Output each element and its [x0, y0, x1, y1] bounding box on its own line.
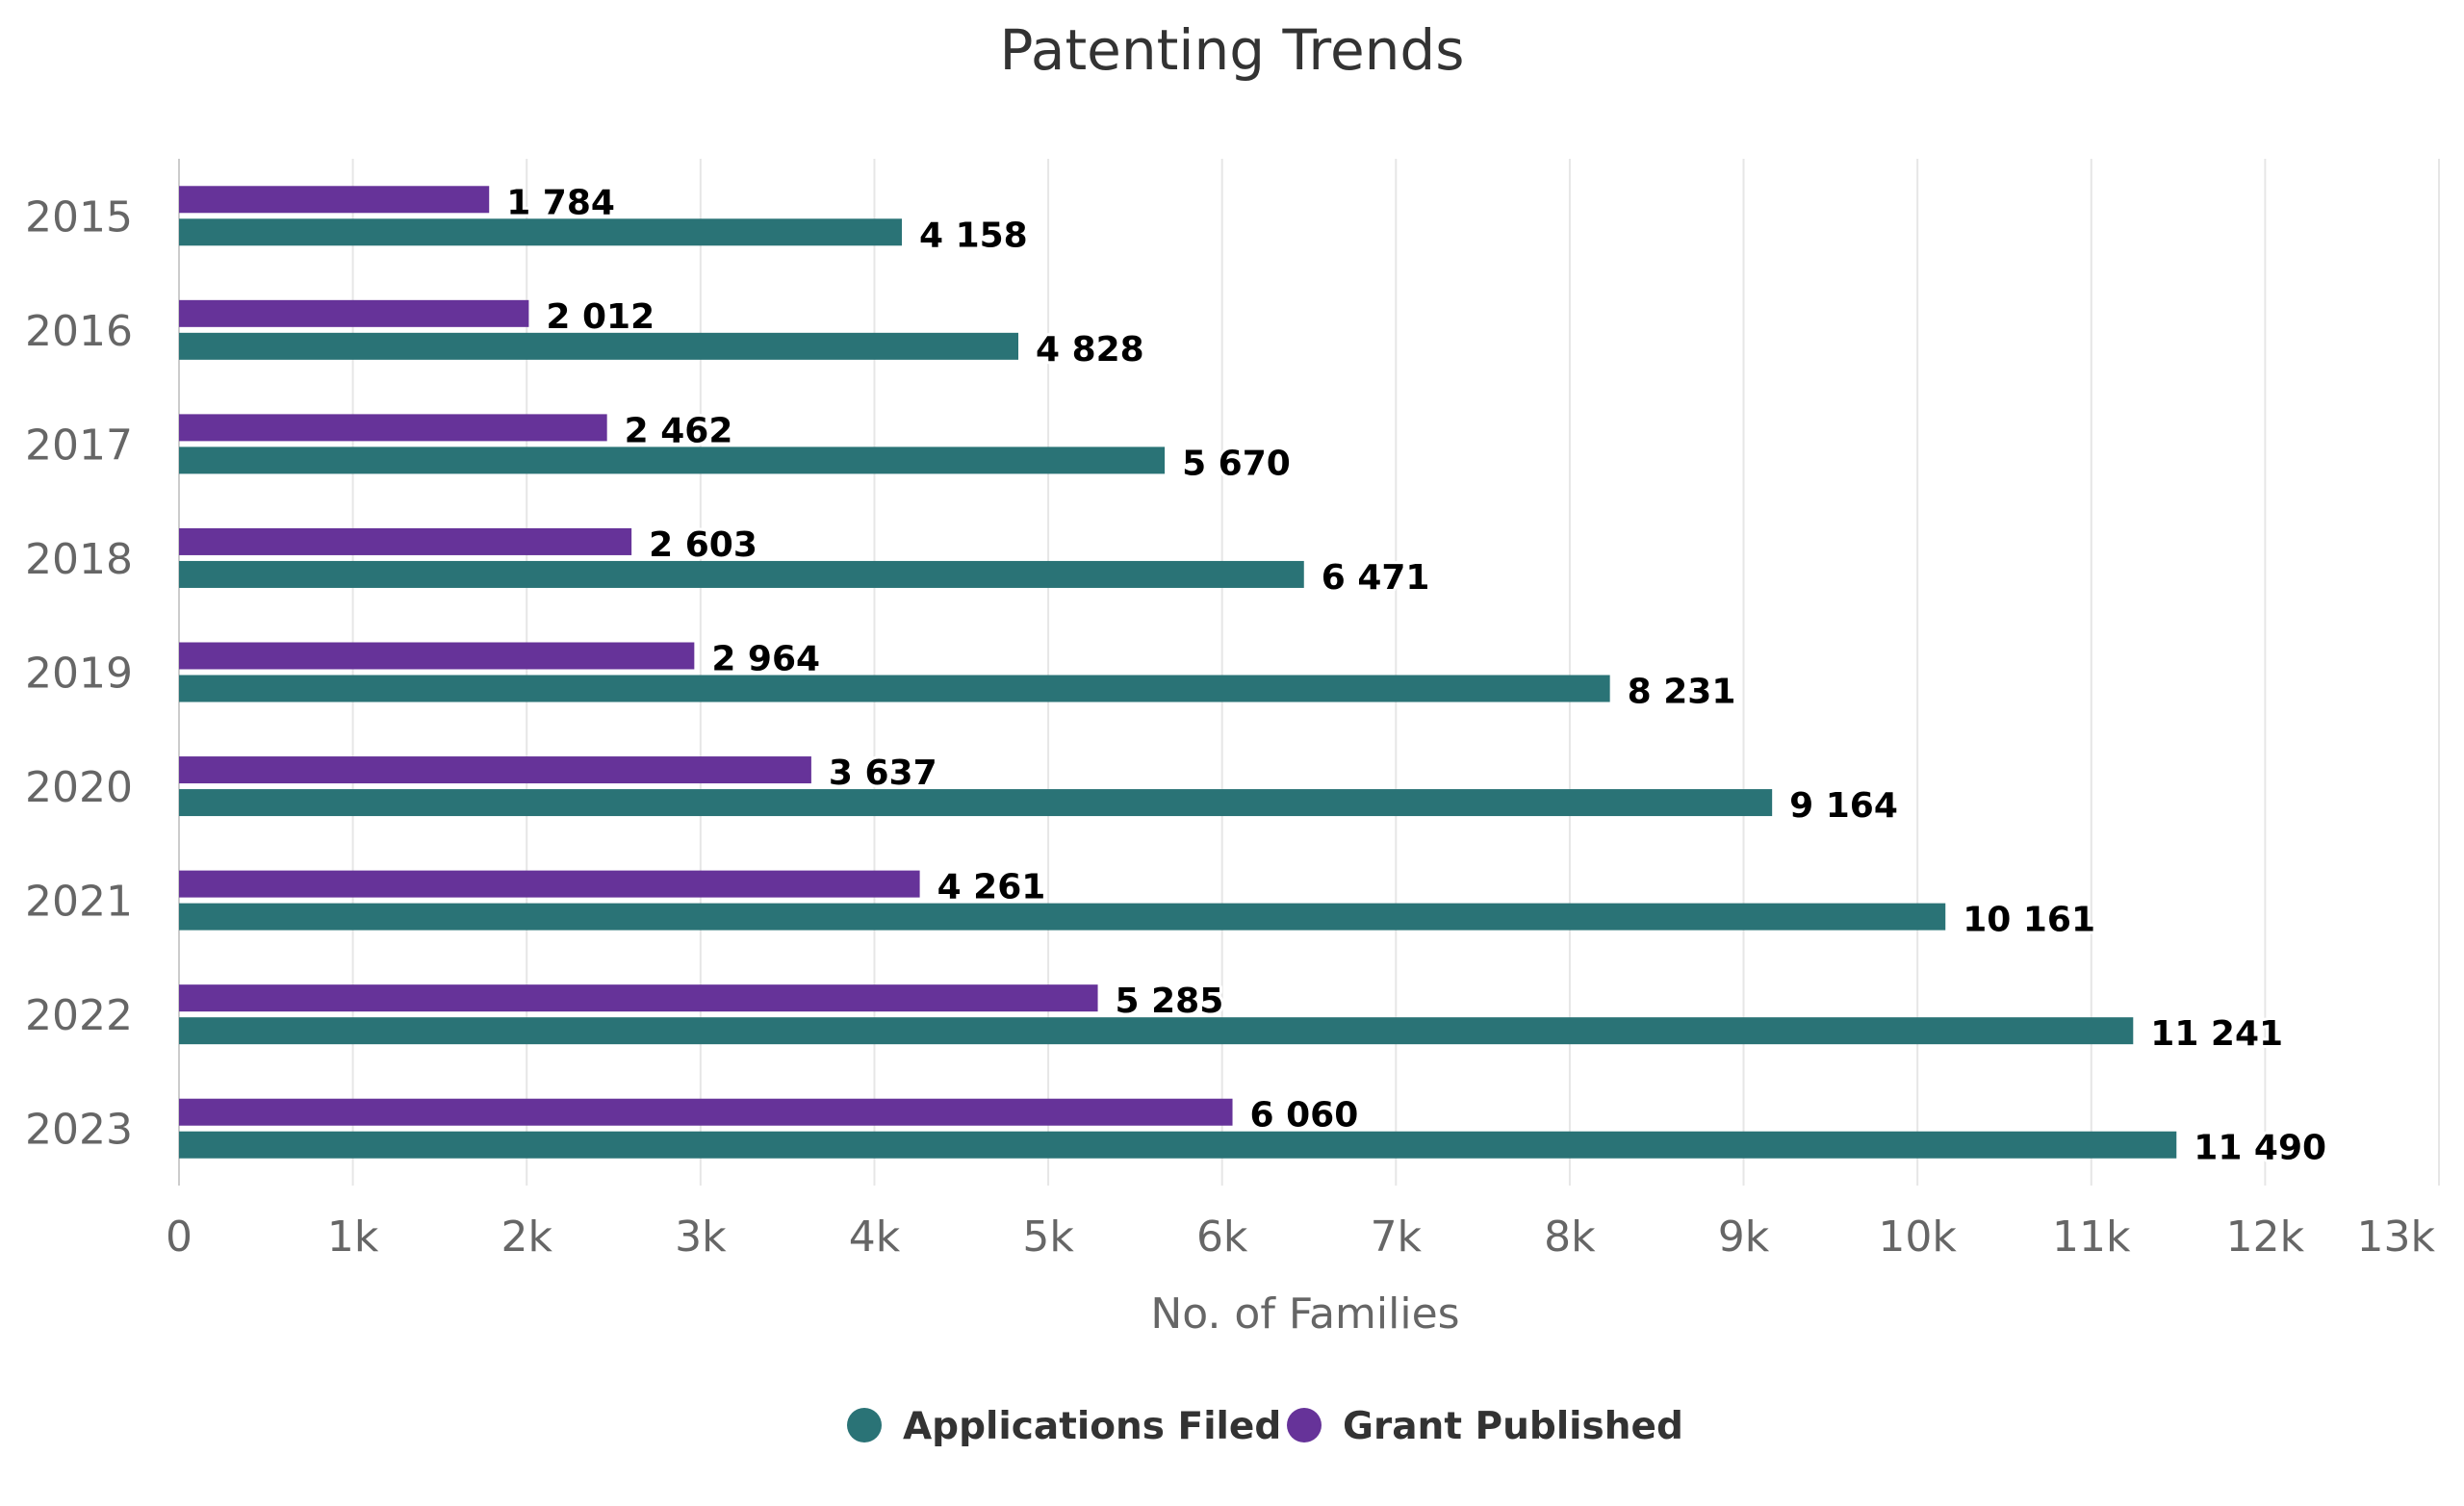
bar-grant-published [179, 984, 1098, 1012]
bars [179, 186, 2177, 1159]
legend-marker [1287, 1408, 1322, 1442]
bar-grant-published [179, 414, 607, 442]
x-tick-label: 12k [2226, 1212, 2305, 1262]
bar-grant-published [179, 299, 529, 327]
y-tick-label: 2016 [25, 307, 133, 356]
y-tick-label: 2018 [25, 535, 133, 584]
data-label: 11 241 [2150, 1014, 2283, 1054]
legend-label: Applications Filed [903, 1405, 1281, 1448]
x-tick-label: 10k [1878, 1212, 1957, 1262]
x-tick-label: 1k [327, 1212, 379, 1262]
bar-grant-published [179, 642, 695, 670]
legend-item-grant-published[interactable]: Grant Published [1287, 1405, 1683, 1448]
y-tick-label: 2022 [25, 991, 133, 1040]
legend-label: Grant Published [1343, 1405, 1683, 1448]
chart-title: Patenting Trends [1000, 17, 1465, 83]
data-label: 11 490 [2194, 1129, 2326, 1168]
x-tick-label: 9k [1718, 1212, 1770, 1262]
bar-applications-filed [179, 218, 902, 246]
legend-item-applications-filed[interactable]: Applications Filed [847, 1405, 1281, 1448]
bar-applications-filed [179, 560, 1304, 588]
bar-grant-published [179, 186, 490, 214]
x-tick-label: 7k [1371, 1212, 1423, 1262]
x-tick-label: 3k [675, 1212, 727, 1262]
data-label: 10 161 [1963, 901, 2095, 940]
bar-applications-filed [179, 447, 1166, 474]
x-tick-label: 0 [166, 1212, 192, 1262]
data-labels: 1 784 4 158 2 012 4 828 2 462 5 670 2 603 6 471… [503, 180, 2329, 1170]
bar-grant-published [179, 527, 632, 555]
data-label: 2 603 [649, 525, 757, 565]
x-tick-label: 11k [2052, 1212, 2131, 1262]
x-tick-label: 5k [1022, 1212, 1074, 1262]
data-label: 6 060 [1250, 1096, 1359, 1136]
bar-applications-filed [179, 1131, 2177, 1159]
gridlines [178, 159, 2440, 1186]
bar-applications-filed [179, 789, 1773, 817]
y-tick-label: 2023 [25, 1106, 133, 1155]
bar-grant-published [179, 870, 920, 898]
data-label: 9 164 [1789, 786, 1898, 826]
y-tick-label: 2020 [25, 763, 133, 812]
data-label: 1 784 [506, 183, 615, 222]
data-label: 2 462 [625, 411, 733, 450]
data-label: 6 471 [1322, 558, 1430, 598]
data-label: 5 285 [1116, 982, 1224, 1021]
data-label: 4 261 [937, 868, 1046, 907]
bar-applications-filed [179, 903, 1946, 931]
y-axis: 2015 2016 2017 2018 2019 2020 2021 2022 2023 [25, 192, 133, 1154]
data-label: 4 158 [919, 216, 1028, 255]
x-tick-label: 2k [500, 1212, 552, 1262]
x-axis: 0 1k 2k 3k 4k 5k 6k 7k 8k 9k 10k 11k 12k 13k [166, 1212, 2436, 1262]
legend: Applications Filed Grant Published [847, 1405, 1683, 1448]
data-label: 4 828 [1036, 330, 1144, 370]
bar-grant-published [179, 1098, 1233, 1126]
bar-applications-filed [179, 1017, 2134, 1045]
x-axis-title: No. of Families [1150, 1289, 1459, 1339]
bar-grant-published [179, 756, 811, 784]
data-label: 8 231 [1628, 673, 1736, 712]
y-tick-label: 2019 [25, 650, 133, 699]
y-tick-label: 2021 [25, 878, 133, 927]
legend-marker [847, 1408, 882, 1442]
y-tick-label: 2015 [25, 192, 133, 242]
data-label: 2 012 [546, 297, 654, 337]
data-label: 3 637 [829, 753, 937, 793]
x-tick-label: 8k [1544, 1212, 1596, 1262]
x-tick-label: 6k [1196, 1212, 1248, 1262]
data-label: 5 670 [1182, 444, 1291, 483]
y-tick-label: 2017 [25, 421, 133, 470]
x-tick-label: 4k [849, 1212, 901, 1262]
bar-applications-filed [179, 332, 1019, 360]
x-tick-label: 13k [2357, 1212, 2436, 1262]
data-label: 2 964 [711, 640, 820, 679]
bar-applications-filed [179, 675, 1610, 702]
